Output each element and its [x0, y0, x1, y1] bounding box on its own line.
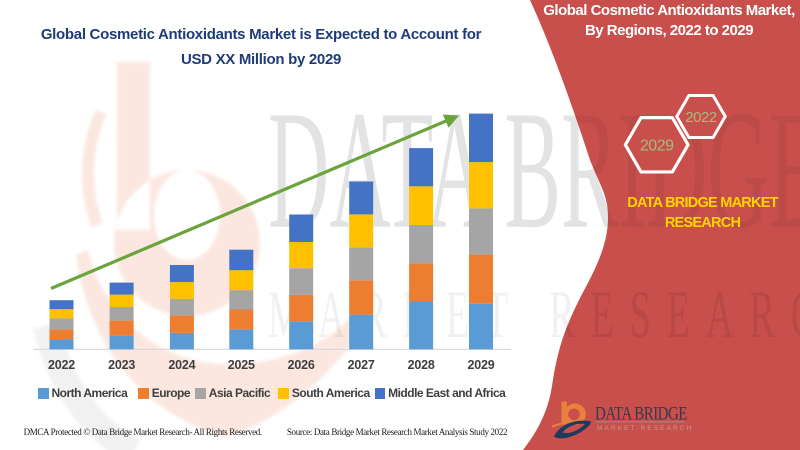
svg-text:2022: 2022 — [685, 109, 717, 126]
svg-text:MARKET RESEARCH: MARKET RESEARCH — [597, 425, 693, 432]
svg-text:DATA BRIDGE: DATA BRIDGE — [595, 403, 687, 424]
svg-text:2029: 2029 — [640, 137, 674, 154]
